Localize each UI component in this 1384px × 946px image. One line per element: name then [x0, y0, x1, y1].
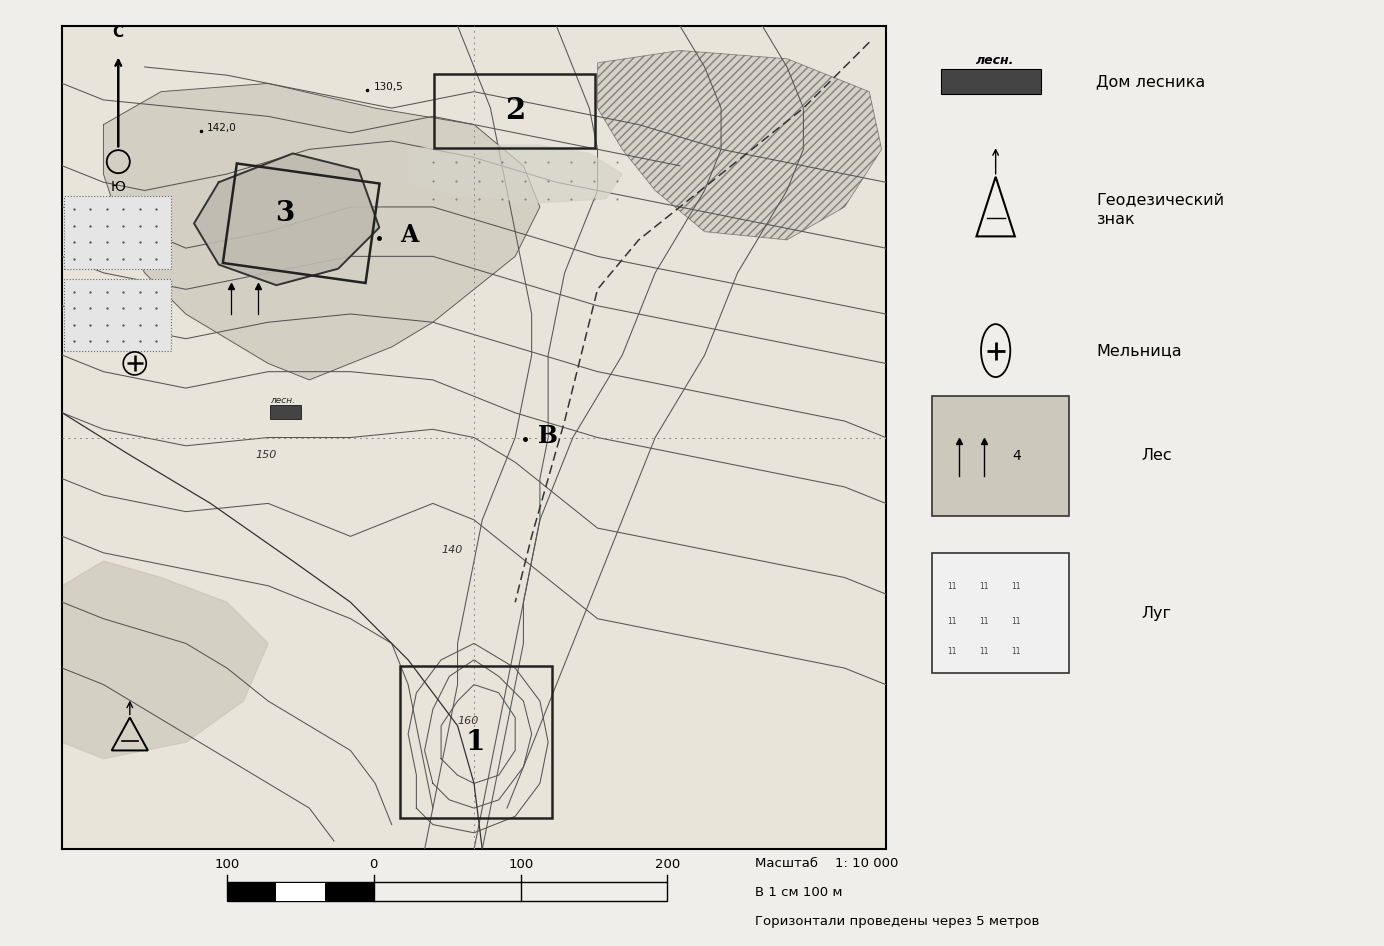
- Text: Ю: Ю: [111, 180, 126, 194]
- Bar: [400, 666, 552, 818]
- Text: 11: 11: [1012, 646, 1021, 656]
- Text: 11: 11: [948, 582, 956, 591]
- Text: лесн.: лесн.: [977, 55, 1014, 67]
- Text: 11: 11: [980, 617, 990, 626]
- Text: 4: 4: [1012, 448, 1020, 463]
- Polygon shape: [408, 145, 623, 202]
- Text: 100: 100: [215, 858, 239, 871]
- Text: 142,0: 142,0: [208, 123, 237, 133]
- Text: Горизонтали проведены через 5 метров: Горизонтали проведены через 5 метров: [756, 915, 1039, 928]
- Text: Масштаб    1: 10 000: Масштаб 1: 10 000: [756, 857, 898, 870]
- Text: 2: 2: [505, 96, 526, 125]
- Bar: [64, 196, 172, 269]
- Text: 11: 11: [1012, 582, 1021, 591]
- Text: С: С: [112, 25, 123, 40]
- Text: 11: 11: [980, 582, 990, 591]
- Polygon shape: [194, 153, 379, 285]
- Text: 11: 11: [948, 646, 956, 656]
- Bar: [941, 69, 1041, 94]
- Bar: [270, 406, 302, 419]
- Polygon shape: [62, 561, 268, 759]
- Polygon shape: [104, 83, 540, 380]
- Text: 11: 11: [980, 646, 990, 656]
- Text: Лес: Лес: [1142, 448, 1172, 464]
- Text: 100: 100: [508, 858, 534, 871]
- Text: 160: 160: [458, 716, 479, 727]
- Polygon shape: [598, 50, 882, 240]
- Text: Мельница: Мельница: [1096, 343, 1182, 359]
- Text: 0: 0: [370, 858, 378, 871]
- Bar: [435, 74, 595, 148]
- Text: 11: 11: [1012, 617, 1021, 626]
- FancyBboxPatch shape: [931, 553, 1068, 674]
- Bar: [325, 883, 374, 901]
- Bar: [275, 883, 325, 901]
- Text: 130,5: 130,5: [374, 82, 403, 92]
- Text: A: A: [400, 222, 418, 247]
- Text: 200: 200: [655, 858, 680, 871]
- Text: 1: 1: [466, 728, 486, 756]
- Text: 140: 140: [441, 545, 462, 554]
- Text: В 1 см 100 м: В 1 см 100 м: [756, 886, 843, 900]
- FancyBboxPatch shape: [931, 396, 1068, 517]
- Text: 11: 11: [948, 617, 956, 626]
- Bar: [227, 883, 275, 901]
- Text: 150: 150: [256, 450, 277, 460]
- Text: Дом лесника: Дом лесника: [1096, 74, 1205, 89]
- Bar: [227, 882, 667, 902]
- Bar: [223, 164, 379, 283]
- Bar: [64, 278, 172, 351]
- Text: лесн.: лесн.: [270, 396, 295, 405]
- Text: Геодезический
знак: Геодезический знак: [1096, 192, 1225, 227]
- Text: Луг: Луг: [1142, 605, 1172, 621]
- Text: B: B: [538, 425, 558, 448]
- Text: 3: 3: [275, 200, 295, 227]
